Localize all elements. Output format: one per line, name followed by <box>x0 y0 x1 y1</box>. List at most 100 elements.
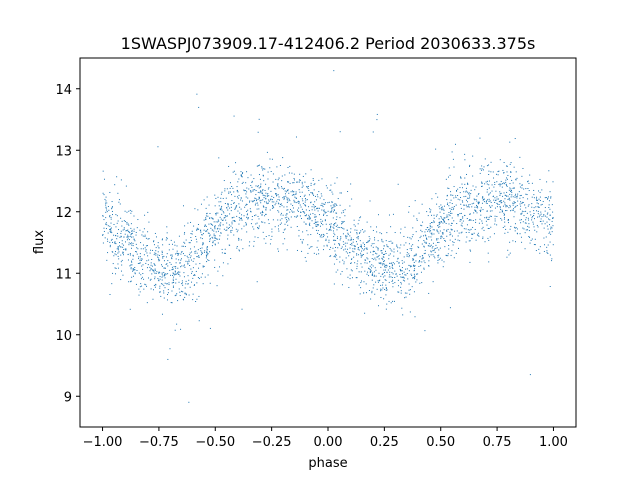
data-point <box>361 250 363 252</box>
data-point <box>238 239 240 241</box>
data-point <box>422 257 424 259</box>
data-point <box>442 218 444 220</box>
data-point <box>467 229 469 231</box>
data-point <box>482 199 484 201</box>
data-point <box>363 231 365 233</box>
data-point <box>487 237 489 239</box>
data-point <box>546 252 548 254</box>
data-point <box>427 230 429 232</box>
data-point <box>368 268 370 270</box>
data-point <box>146 252 148 254</box>
data-point <box>398 262 400 264</box>
data-point <box>397 183 399 185</box>
data-point <box>229 207 231 209</box>
data-point <box>158 280 160 282</box>
data-point <box>317 196 319 198</box>
data-point <box>354 225 356 227</box>
data-point <box>315 221 317 223</box>
data-point <box>483 201 485 203</box>
data-point <box>157 256 159 258</box>
data-point <box>246 171 248 173</box>
data-point <box>130 227 132 229</box>
data-point <box>385 284 387 286</box>
data-point <box>189 242 191 244</box>
data-point <box>125 249 127 251</box>
data-point <box>218 205 220 207</box>
data-point <box>344 215 346 217</box>
data-point <box>215 221 217 223</box>
data-point <box>129 243 131 245</box>
data-point <box>311 206 313 208</box>
data-point <box>179 271 181 273</box>
data-point <box>167 260 169 262</box>
data-point <box>210 223 212 225</box>
data-point <box>498 183 500 185</box>
data-point <box>132 268 134 270</box>
data-point <box>280 214 282 216</box>
data-point <box>370 298 372 300</box>
data-point <box>513 201 515 203</box>
data-point <box>202 243 204 245</box>
data-point <box>142 272 144 274</box>
data-point <box>105 206 107 208</box>
data-point <box>180 259 182 261</box>
data-point <box>184 296 186 298</box>
data-point <box>381 273 383 275</box>
data-point <box>153 263 155 265</box>
data-point <box>158 260 160 262</box>
data-point <box>197 224 199 226</box>
data-point <box>491 210 493 212</box>
data-point <box>470 193 472 195</box>
data-point <box>339 244 341 246</box>
data-point <box>441 209 443 211</box>
data-point <box>139 291 141 293</box>
data-point <box>161 313 163 315</box>
data-point <box>157 272 159 274</box>
data-point <box>265 236 267 238</box>
data-point <box>531 196 533 198</box>
data-point <box>370 226 372 228</box>
data-point <box>478 235 480 237</box>
data-point <box>533 207 535 209</box>
data-point <box>446 235 448 237</box>
data-point <box>135 251 137 253</box>
data-point <box>224 215 226 217</box>
data-point <box>337 198 339 200</box>
data-point <box>366 252 368 254</box>
data-point <box>181 282 183 284</box>
data-point <box>286 209 288 211</box>
data-point <box>478 203 480 205</box>
data-point <box>326 215 328 217</box>
data-point <box>343 261 345 263</box>
data-point <box>502 205 504 207</box>
data-point <box>157 242 159 244</box>
data-point <box>380 250 382 252</box>
data-point <box>397 291 399 293</box>
data-point <box>218 157 220 159</box>
data-point <box>204 276 206 278</box>
data-point <box>450 199 452 201</box>
data-point <box>313 194 315 196</box>
data-point <box>514 241 516 243</box>
data-point <box>159 278 161 280</box>
data-point <box>333 206 335 208</box>
data-point <box>403 277 405 279</box>
data-point <box>368 240 370 242</box>
data-point <box>540 218 542 220</box>
data-point <box>133 215 135 217</box>
data-point <box>246 187 248 189</box>
data-point <box>112 272 114 274</box>
data-point <box>246 216 248 218</box>
data-point <box>149 266 151 268</box>
data-point <box>463 204 465 206</box>
data-point <box>546 181 548 183</box>
data-point <box>188 279 190 281</box>
data-point <box>155 236 157 238</box>
data-point <box>430 251 432 253</box>
data-point <box>111 207 113 209</box>
data-point <box>207 259 209 261</box>
data-point <box>142 268 144 270</box>
data-point <box>360 271 362 273</box>
data-point <box>503 162 505 164</box>
